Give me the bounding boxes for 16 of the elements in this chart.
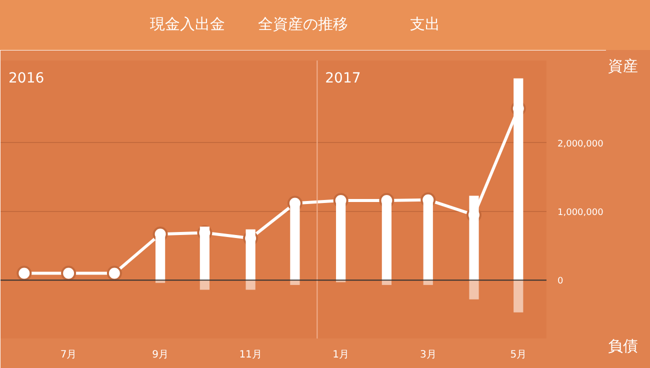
x-tick-label: 7月: [60, 350, 77, 360]
x-tick-label: 11月: [239, 350, 262, 360]
x-tick-label: 1月: [332, 350, 350, 360]
text: 現金入出金: [150, 14, 225, 35]
ref-line-label: 2017: [325, 70, 361, 86]
text: 支出: [410, 14, 440, 35]
text: 資産: [608, 56, 638, 77]
x-tick-label: 3月: [420, 350, 436, 360]
x-tick-label: 5月: [510, 350, 527, 360]
x-tick-label: 9月: [152, 350, 168, 360]
y-tick-label: 2,000,000: [558, 139, 604, 150]
y-tick-label: 0: [558, 276, 564, 287]
y-tick-label: 1,000,000: [558, 208, 604, 218]
text: 負債: [608, 336, 638, 357]
text: 全資産の推移: [258, 14, 348, 35]
annotation: 2016: [8, 70, 44, 86]
